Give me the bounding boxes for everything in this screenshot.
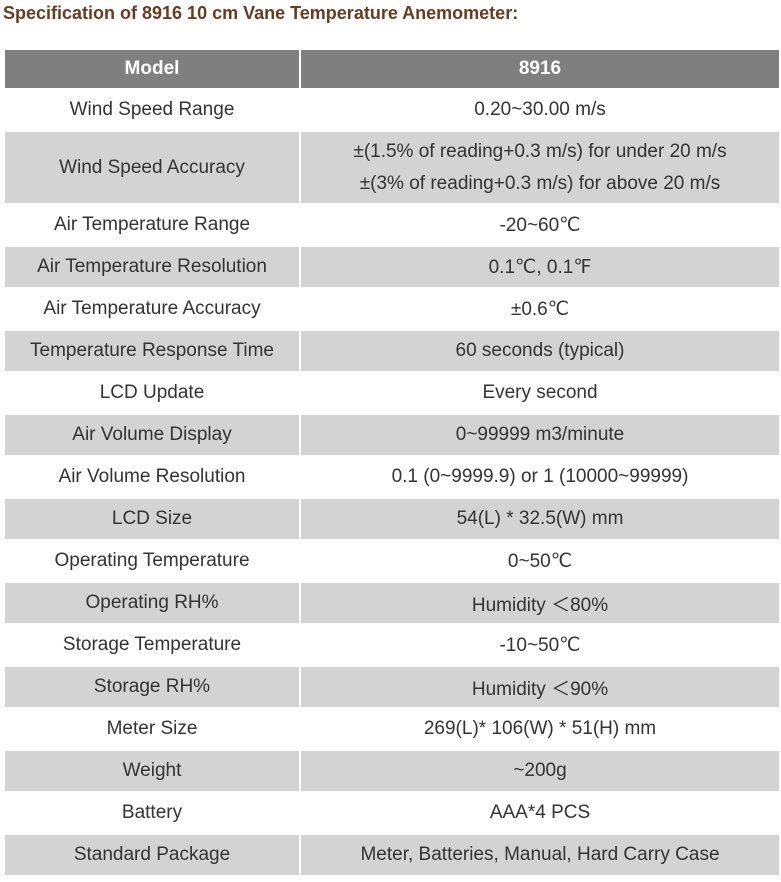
cell: Air Temperature Range (53, 214, 251, 235)
cell: Air Temperature Resolution (5, 247, 299, 287)
title: Specification of 8916 10 cm Vane Tempera… (3, 3, 519, 23)
row: Air Temperature Accuracy ±0.6℃ (5, 289, 779, 329)
cell: LCD Size (5, 499, 299, 539)
cell: Air Volume Resolution (58, 466, 246, 487)
row: Air Volume Resolution 0.1 (0~9999.9) or 1… (5, 457, 779, 497)
header-cell: 8916 (301, 50, 779, 88)
cell: Temperature Response Time (5, 331, 299, 371)
cell: Humidity ＜80% (301, 583, 779, 623)
row: Weight ~200g (5, 751, 779, 791)
cell: Air Volume Display (5, 415, 299, 455)
cell: -10~50℃ (499, 634, 581, 656)
row: Air Temperature Range -20~60℃ (5, 205, 779, 245)
cell: 54(L) * 32.5(W) mm (301, 499, 779, 539)
row: Storage RH% Humidity ＜90% (5, 667, 779, 707)
row: Air Temperature Resolution 0.1℃, 0.1℉ (5, 247, 779, 287)
row: Air Volume Display 0~99999 m3/minute (5, 415, 779, 455)
cell: Wind Speed Range (69, 99, 235, 120)
cell: 0.1 (0~9999.9) or 1 (10000~99999) (391, 466, 689, 487)
cell: Wind Speed Accuracy (5, 132, 299, 203)
cell: Air Temperature Accuracy (43, 298, 261, 319)
cell: 269(L)* 106(W) * 51(H) mm (423, 718, 657, 739)
cell: 0~50℃ (507, 550, 573, 572)
header-cell: Model (5, 50, 299, 88)
row: Operating RH% Humidity ＜80% (5, 583, 779, 623)
cell: Meter, Batteries, Manual, Hard Carry Cas… (301, 835, 779, 875)
header-row: Model 8916 (5, 50, 779, 88)
cell: ~200g (301, 751, 779, 791)
cell: Storage Temperature (62, 634, 242, 655)
cell: 0.1℃, 0.1℉ (301, 247, 779, 287)
row: Operating Temperature 0~50℃ (5, 541, 779, 581)
cell: LCD Update (99, 382, 205, 403)
cell-line: ±(3% of reading+0.3 m/s) for above 20 m/… (359, 172, 721, 194)
cell: -20~60℃ (499, 214, 581, 236)
cell: ±(1.5% of reading+0.3 m/s) for under 20 … (301, 132, 779, 203)
cell: Operating Temperature (54, 550, 250, 571)
row: Storage Temperature -10~50℃ (5, 625, 779, 665)
spec-table: Model 8916 Wind Speed Range 0.20~30.00 m/… (3, 48, 781, 877)
cell: 60 seconds (typical) (301, 331, 779, 371)
cell: ±0.6℃ (510, 298, 570, 320)
cell: AAA*4 PCS (489, 802, 591, 823)
row: Battery AAA*4 PCS (5, 793, 779, 833)
row: Wind Speed Accuracy ±(1.5% of reading+0.3… (5, 132, 779, 203)
row: LCD Update Every second (5, 373, 779, 413)
row: Temperature Response Time 60 seconds (typ… (5, 331, 779, 371)
cell: Weight (5, 751, 299, 791)
cell: Operating RH% (5, 583, 299, 623)
row: Wind Speed Range 0.20~30.00 m/s (5, 90, 779, 130)
row: LCD Size 54(L) * 32.5(W) mm (5, 499, 779, 539)
cell: Meter Size (106, 718, 198, 739)
cell: Every second (482, 382, 598, 403)
cell-line: ±(1.5% of reading+0.3 m/s) for under 20 … (353, 140, 727, 162)
cell: Humidity ＜90% (301, 667, 779, 707)
cell: Battery (121, 802, 183, 823)
row: Standard Package Meter, Batteries, Manual… (5, 835, 779, 875)
cell: 0~99999 m3/minute (301, 415, 779, 455)
row: Meter Size 269(L)* 106(W) * 51(H) mm (5, 709, 779, 749)
cell: Storage RH% (5, 667, 299, 707)
cell: 0.20~30.00 m/s (474, 99, 606, 120)
cell: Standard Package (5, 835, 299, 875)
